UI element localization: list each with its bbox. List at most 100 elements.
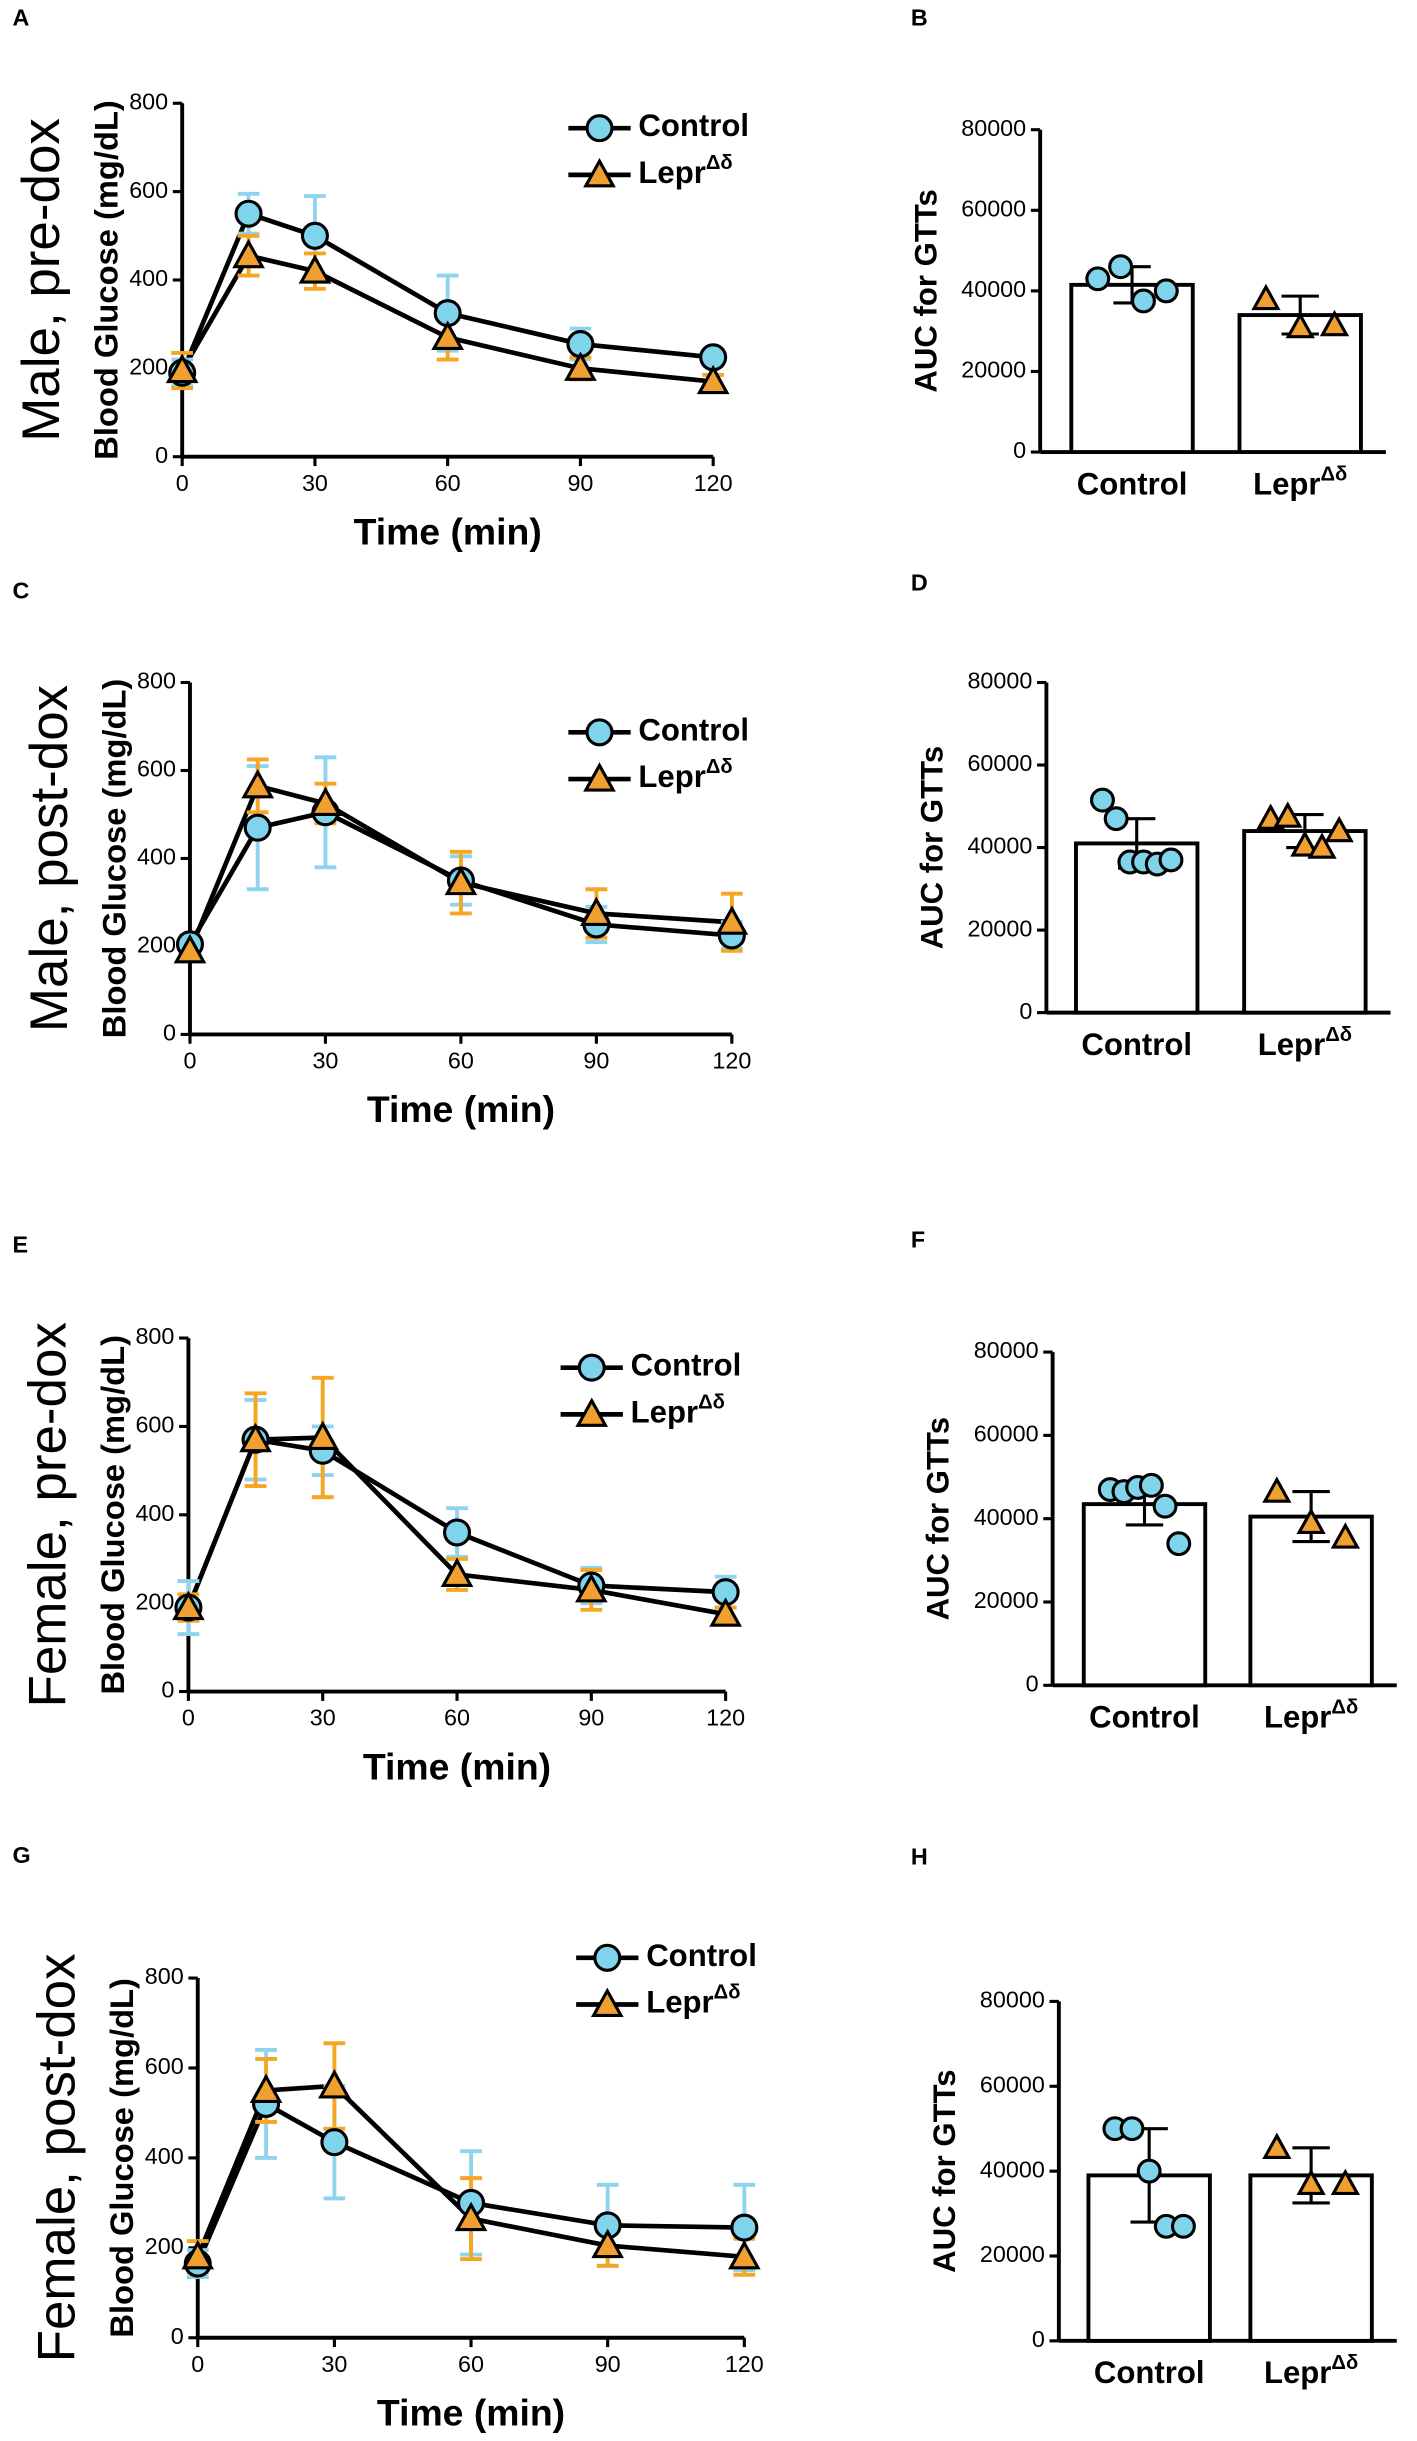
x-tick-label: 60 — [448, 1048, 474, 1074]
marker — [298, 254, 332, 284]
panel-letter: A — [12, 4, 29, 30]
marker — [443, 1518, 472, 1547]
series-line — [187, 809, 733, 946]
marker — [1085, 266, 1111, 292]
marker — [239, 1422, 272, 1453]
marker — [306, 1420, 340, 1450]
y-axis-title: Blood Glucose (mg/dL) — [95, 679, 132, 1039]
y-tick-label: 80000 — [980, 1987, 1045, 2013]
x-axis-title: Time (min) — [367, 1088, 555, 1130]
marker — [1262, 2132, 1292, 2159]
marker — [1296, 2168, 1326, 2196]
y-axis-title: AUC for GTTs — [908, 189, 943, 392]
y-tick-label: 200 — [129, 354, 168, 380]
marker — [1090, 787, 1115, 813]
legend-label-base: Control — [631, 1348, 742, 1383]
y-tick-label: 60000 — [961, 195, 1026, 221]
marker — [1330, 1522, 1361, 1549]
panel-letter: H — [911, 1843, 928, 1869]
marker — [232, 238, 265, 269]
panel-letter: D — [911, 570, 928, 596]
marker — [715, 905, 749, 935]
legend-label: Control — [646, 1938, 757, 1973]
marker — [1273, 801, 1303, 828]
marker — [591, 2228, 625, 2259]
marker — [583, 762, 616, 792]
marker — [444, 865, 478, 896]
x-tick-label-sup: Δδ — [1325, 1024, 1352, 1046]
x-tick-label: 0 — [183, 1048, 196, 1074]
x-tick-label: 120 — [725, 2351, 764, 2377]
y-axis-title: Blood Glucose (mg/dL) — [103, 1978, 140, 2338]
x-tick-label: LeprΔδ — [1264, 2352, 1358, 2390]
legend-label-sup: Δδ — [698, 1392, 725, 1414]
marker — [585, 718, 614, 747]
x-tick-label: 30 — [321, 2351, 347, 2377]
x-tick-label-sup: Δδ — [1331, 2352, 1358, 2374]
x-tick-label: Control — [1094, 2355, 1205, 2390]
marker — [574, 1573, 608, 1603]
x-tick-label: 30 — [312, 1048, 338, 1074]
marker — [1152, 1493, 1178, 1519]
marker — [309, 786, 342, 816]
marker — [1153, 278, 1179, 304]
marker — [1131, 288, 1156, 314]
marker — [318, 2069, 351, 2099]
y-tick-label: 20000 — [974, 1587, 1039, 1613]
y-tick-label: 20000 — [961, 357, 1026, 383]
x-tick-label-base: Control — [1081, 1027, 1192, 1062]
y-tick-label: 40000 — [980, 2156, 1045, 2182]
legend-label: LeprΔδ — [638, 756, 732, 794]
marker — [1307, 832, 1337, 859]
y-tick-label: 80000 — [974, 1337, 1039, 1363]
marker — [1324, 815, 1354, 843]
x-tick-label-base: Control — [1094, 2355, 1205, 2390]
marker — [241, 768, 275, 799]
legend-label: Control — [631, 1348, 742, 1383]
panel-letter: C — [12, 577, 29, 603]
marker — [575, 1397, 609, 1427]
marker — [249, 2073, 283, 2103]
y-tick-label: 600 — [137, 756, 176, 782]
series-line — [180, 210, 714, 374]
marker — [585, 114, 614, 143]
marker — [1330, 2168, 1361, 2196]
x-tick-label: Control — [1081, 1027, 1192, 1062]
row-label: Male, pre-dox — [12, 118, 71, 442]
y-tick-label: 400 — [129, 265, 168, 291]
legend-label-base: Lepr — [638, 155, 705, 190]
marker — [234, 199, 263, 228]
y-axis-title: Blood Glucose (mg/dL) — [88, 100, 125, 460]
legend-label-base: Lepr — [638, 759, 705, 794]
y-tick-label: 0 — [155, 442, 168, 468]
x-tick-label: 120 — [706, 1705, 745, 1731]
x-tick-label: 120 — [694, 470, 733, 496]
series-line — [180, 253, 714, 384]
legend-label: LeprΔδ — [646, 1982, 740, 2020]
row-label: Female, post-dox — [28, 1953, 87, 2362]
row-label: Male, post-dox — [20, 685, 79, 1032]
y-tick-label: 400 — [135, 1500, 174, 1526]
marker — [243, 813, 272, 842]
y-tick-label: 200 — [145, 2233, 184, 2259]
legend-label-base: Control — [638, 108, 749, 143]
x-tick-label: 60 — [458, 2351, 484, 2377]
x-tick-label-base: Control — [1089, 1700, 1200, 1735]
x-tick-label-sup: Δδ — [1331, 1697, 1358, 1719]
y-tick-label: 200 — [137, 932, 176, 958]
bar — [1081, 1502, 1208, 1688]
x-axis-title: Time (min) — [377, 2391, 565, 2433]
marker — [1170, 2213, 1196, 2239]
y-tick-label: 200 — [135, 1588, 174, 1614]
x-tick-label: LeprΔδ — [1253, 464, 1347, 502]
y-axis-title: AUC for GTTs — [915, 746, 950, 949]
marker — [300, 221, 329, 250]
legend-label: LeprΔδ — [638, 152, 732, 190]
legend-label-base: Control — [638, 713, 749, 748]
x-tick-label: 60 — [435, 470, 461, 496]
x-tick-label-sup: Δδ — [1321, 464, 1348, 486]
x-tick-label: 60 — [444, 1705, 470, 1731]
y-axis-title: AUC for GTTs — [927, 2069, 962, 2272]
x-tick-label: 90 — [578, 1705, 604, 1731]
